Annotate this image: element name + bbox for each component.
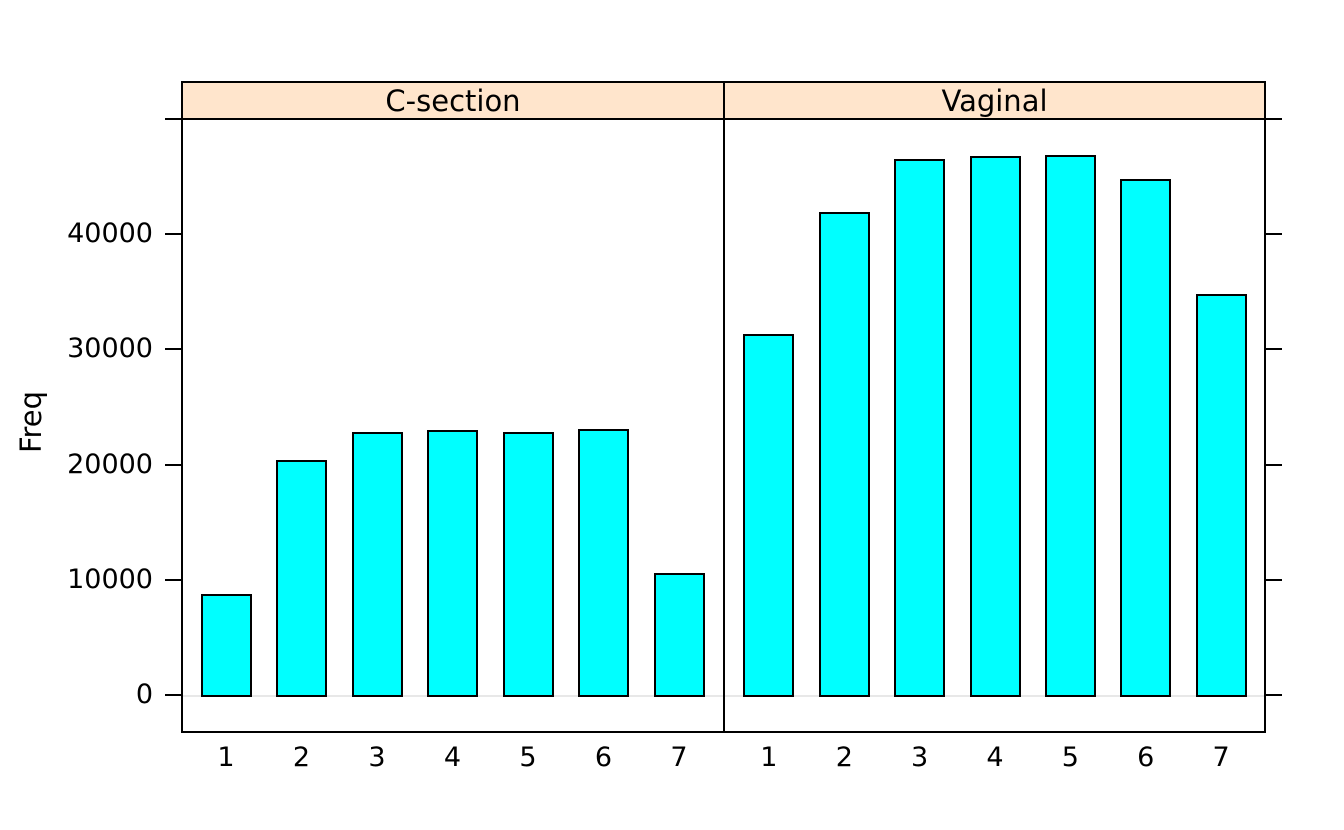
y-axis-tick-left	[165, 578, 181, 581]
x-tick-label: 1	[217, 742, 235, 773]
bar	[818, 212, 870, 697]
y-axis-tick-right	[1266, 463, 1282, 466]
y-axis-tick-left	[165, 117, 181, 120]
y-axis-tick-left	[165, 694, 181, 696]
x-tick-label: 2	[835, 742, 853, 773]
bar	[578, 428, 629, 697]
y-tick-label: 0	[135, 678, 153, 710]
y-axis-tick-right	[1266, 694, 1282, 696]
y-axis-tick-right	[1266, 348, 1282, 351]
y-axis-tick-left	[165, 348, 181, 351]
panel-strip-label: C-section	[385, 83, 521, 118]
y-tick-label: 30000	[67, 333, 153, 365]
x-tick-label: 7	[1212, 742, 1230, 773]
x-tick-label: 6	[1137, 742, 1155, 773]
bar	[1195, 293, 1247, 697]
y-axis-tick-left	[165, 233, 181, 235]
bar	[743, 334, 795, 697]
x-tick-label: 3	[368, 742, 386, 773]
x-tick-label: 1	[760, 742, 778, 773]
x-tick-label: 2	[292, 742, 311, 773]
bar	[1044, 154, 1096, 697]
y-axis-tick-left	[165, 463, 181, 466]
y-tick-label: 40000	[67, 217, 153, 249]
bar	[1120, 178, 1172, 697]
y-axis-title: Freq	[14, 390, 48, 454]
panel-strip-label: Vaginal	[941, 83, 1048, 118]
x-tick-label: 4	[443, 742, 462, 773]
bar	[653, 572, 705, 697]
bar	[276, 459, 327, 697]
panel-divider	[723, 118, 725, 733]
y-axis-tick-right	[1266, 117, 1282, 120]
bar	[502, 432, 554, 697]
y-axis-tick-right	[1266, 233, 1282, 235]
x-tick-label: 5	[1061, 742, 1079, 773]
bar	[894, 159, 946, 697]
y-axis-tick-right	[1266, 578, 1282, 581]
x-tick-label: 4	[986, 742, 1004, 773]
x-tick-label: 5	[519, 742, 537, 773]
bar	[969, 155, 1021, 697]
bar	[200, 593, 252, 697]
x-tick-label: 7	[670, 742, 688, 773]
panel-strip: Vaginal	[723, 81, 1266, 118]
y-tick-label: 10000	[67, 563, 153, 595]
y-tick-label: 20000	[67, 448, 153, 480]
x-tick-label: 3	[911, 742, 929, 773]
bar	[351, 432, 403, 697]
bar	[427, 429, 478, 697]
panel-strip: C-section	[181, 81, 725, 118]
x-tick-label: 6	[594, 742, 613, 773]
